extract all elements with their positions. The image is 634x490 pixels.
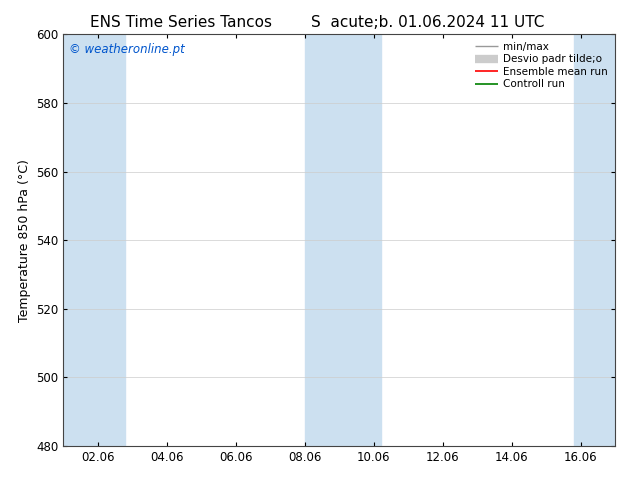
Bar (305, 34, 380, 446)
Bar (574, 34, 615, 446)
Text: ENS Time Series Tancos        S  acute;b. 01.06.2024 11 UTC: ENS Time Series Tancos S acute;b. 01.06.… (90, 15, 544, 30)
Legend: min/max, Desvio padr tilde;o, Ensemble mean run, Controll run: min/max, Desvio padr tilde;o, Ensemble m… (473, 40, 610, 92)
Y-axis label: Temperature 850 hPa (°C): Temperature 850 hPa (°C) (18, 159, 30, 321)
Bar (63, 34, 126, 446)
Text: © weatheronline.pt: © weatheronline.pt (69, 43, 184, 55)
